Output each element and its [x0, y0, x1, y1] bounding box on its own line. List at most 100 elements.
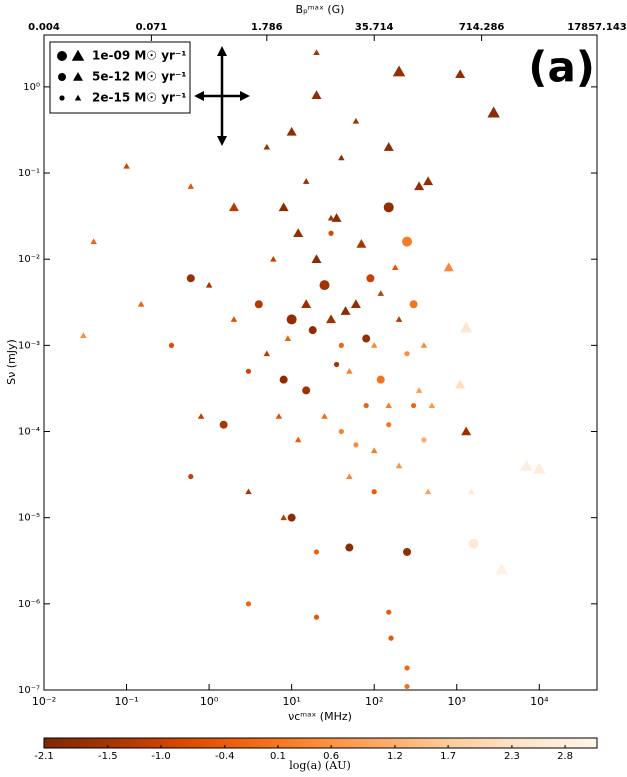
point	[376, 375, 385, 384]
x-tick-label: 10⁻²	[32, 695, 56, 708]
y-tick-label: 10⁻⁴	[18, 427, 40, 438]
point	[186, 274, 195, 283]
colorbar-tick-label: 2.8	[557, 751, 573, 762]
x2-tick-label: 0.071	[136, 22, 168, 33]
point	[254, 300, 263, 309]
point	[188, 473, 194, 480]
point	[392, 264, 399, 270]
x-tick-label: 10³	[448, 695, 466, 708]
point	[468, 538, 479, 549]
point	[302, 386, 311, 395]
colorbar-tick-label: 2.3	[504, 751, 520, 762]
point	[286, 126, 297, 136]
point	[443, 262, 454, 272]
point	[414, 181, 425, 191]
arrow-head	[217, 46, 227, 56]
arrow-head	[194, 91, 204, 101]
point	[404, 665, 410, 671]
point	[278, 202, 289, 212]
point	[168, 342, 175, 348]
point	[487, 106, 500, 118]
legend-marker	[58, 73, 66, 81]
point	[404, 683, 410, 690]
point	[520, 459, 533, 471]
point	[313, 549, 320, 555]
point	[371, 489, 377, 495]
point	[370, 447, 378, 454]
point	[403, 547, 412, 556]
point	[319, 280, 330, 291]
point	[331, 213, 342, 222]
point	[392, 65, 406, 77]
point	[280, 514, 287, 521]
point	[279, 375, 288, 384]
point	[353, 442, 359, 448]
point	[90, 238, 97, 245]
point	[363, 402, 369, 409]
point	[205, 281, 213, 288]
x2-tick-label: 0.004	[28, 22, 60, 33]
point	[327, 214, 335, 221]
point	[421, 437, 427, 443]
point	[402, 236, 413, 247]
colorbar-tick-label: -1.5	[98, 751, 118, 762]
y-tick-label: 10⁰	[23, 82, 40, 93]
colorbar-tick-label: 1.2	[387, 751, 403, 762]
point	[395, 316, 403, 322]
point	[293, 228, 304, 238]
point	[345, 543, 354, 552]
x-tick-label: 10¹	[282, 695, 300, 708]
point	[388, 635, 394, 641]
legend-marker	[59, 95, 65, 101]
point	[284, 335, 292, 341]
plot-frame	[43, 34, 598, 691]
point	[270, 255, 277, 262]
point	[123, 162, 130, 169]
point	[80, 332, 87, 338]
colorbar	[43, 737, 598, 749]
x2-axis-label: Bₚᵐᵃˣ (G)	[296, 3, 345, 16]
point	[495, 563, 508, 575]
point	[311, 90, 322, 99]
point	[377, 290, 384, 296]
point	[385, 402, 392, 409]
point	[302, 178, 310, 184]
point	[383, 142, 394, 151]
point	[197, 413, 205, 419]
legend-marker	[57, 51, 67, 61]
point	[386, 422, 392, 428]
legend-marker	[73, 72, 83, 81]
point	[340, 306, 351, 315]
point	[263, 350, 271, 357]
point	[424, 488, 432, 495]
point	[356, 239, 367, 248]
point	[245, 601, 252, 607]
point	[328, 230, 334, 236]
point	[352, 117, 360, 124]
point	[245, 368, 252, 374]
point	[428, 402, 436, 409]
point	[228, 202, 239, 212]
point	[263, 143, 271, 150]
arrow-head	[217, 136, 227, 146]
point	[245, 488, 252, 495]
point	[410, 402, 417, 409]
y-tick-label: 10⁻²	[18, 254, 40, 265]
x-tick-label: 10⁻¹	[114, 695, 138, 708]
point	[338, 342, 344, 348]
point	[294, 436, 302, 443]
point	[219, 420, 228, 429]
arrow-head	[240, 91, 250, 101]
point	[404, 351, 410, 357]
x2-tick-label: 1.786	[251, 22, 283, 33]
point	[308, 326, 317, 335]
y-tick-label: 10⁻⁶	[18, 599, 40, 610]
point	[455, 69, 466, 79]
point	[370, 342, 378, 348]
y-axis-label: Sν (mJy)	[5, 339, 18, 385]
point	[366, 274, 375, 283]
x-axis-label: νcᵐᵃˣ (MHz)	[288, 710, 352, 723]
y-tick-label: 10⁻⁵	[18, 513, 40, 524]
point	[461, 426, 472, 436]
y-tick-label: 10⁻⁷	[18, 685, 40, 696]
